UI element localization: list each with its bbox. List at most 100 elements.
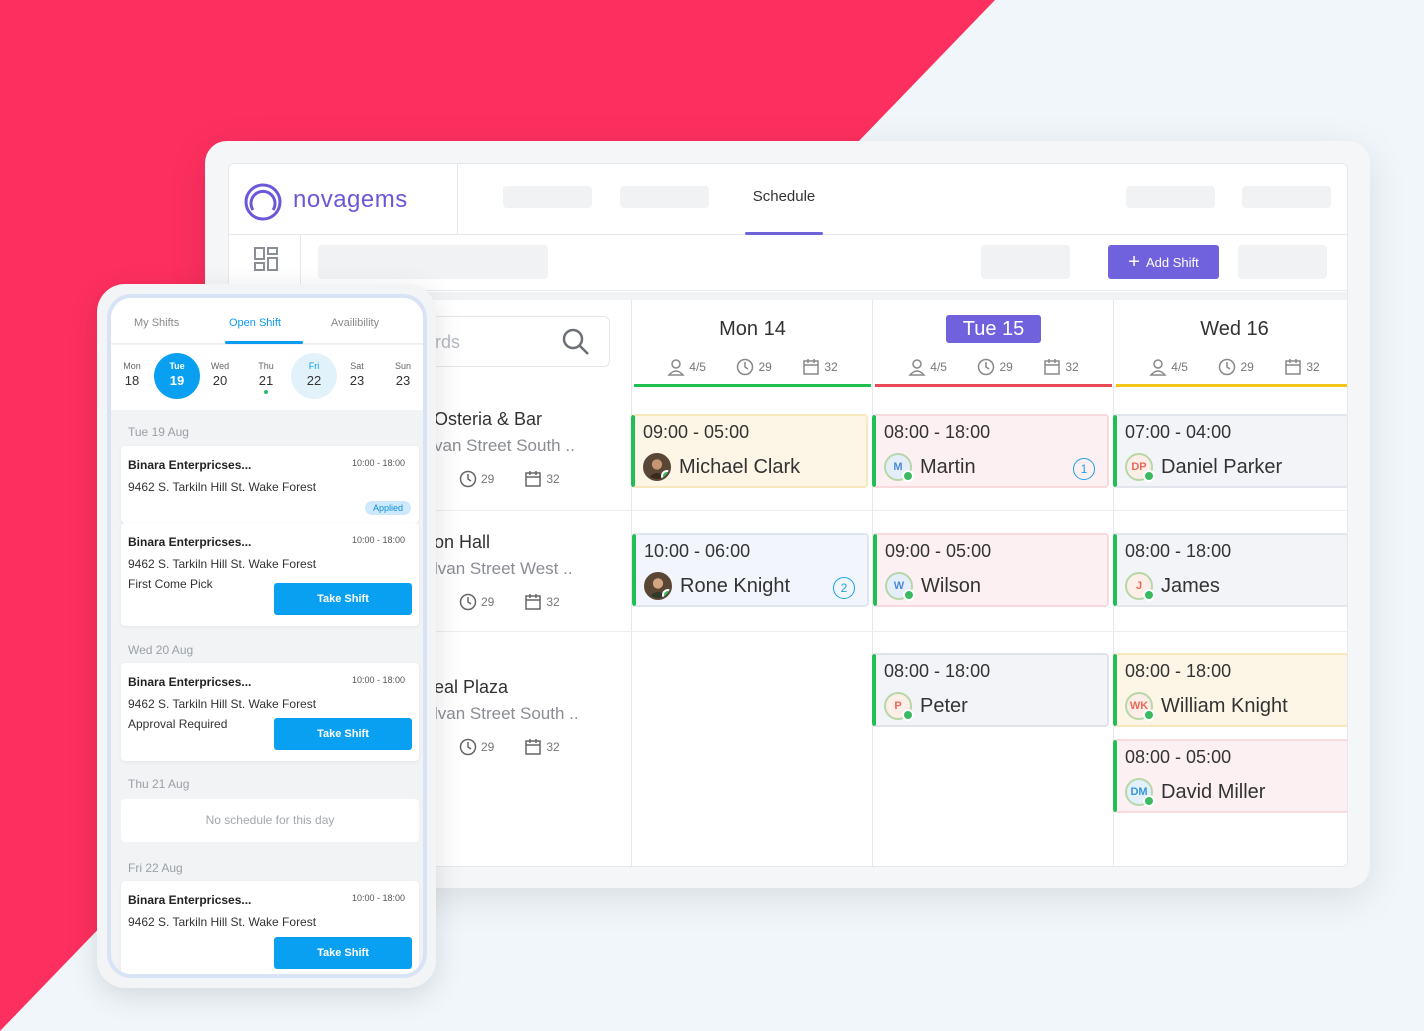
shift-card[interactable]: 09:00 - 05:00 Michael Clark [631, 414, 868, 488]
location-address: lvan Street South .. [434, 704, 579, 723]
week-day[interactable]: Mon 18 [123, 361, 141, 388]
tab-my-shifts[interactable]: My Shifts [134, 317, 180, 329]
day-title: Wed 16 [1200, 318, 1269, 340]
mobile-tabs: My Shifts Open Shift Availibility [111, 298, 423, 344]
shift-card[interactable]: 08:00 - 18:00 P Peter [872, 653, 1109, 727]
tab-availability[interactable]: Availibility [331, 317, 380, 329]
clock-icon [459, 738, 477, 756]
company-name: Binara Enterpricses... [128, 675, 252, 689]
tab-open-shift[interactable]: Open Shift [229, 317, 281, 329]
company-name: Binara Enterpricses... [128, 893, 252, 907]
location-row[interactable]: Osteria & Bar van Street South .. 29 32 [434, 409, 634, 488]
section-date: Wed 20 Aug [128, 643, 194, 657]
clock-icon [978, 358, 995, 376]
shift-card[interactable]: 10:00 - 06:00 Rone Knight 2 [632, 533, 869, 607]
check-icon [1143, 795, 1155, 807]
avatar: M [884, 453, 914, 482]
row-divider [229, 631, 1347, 632]
shift-card[interactable]: Binara Enterpricses... 10:00 - 18:00 946… [121, 523, 419, 626]
view-toggle[interactable] [229, 235, 301, 291]
check-icon [903, 589, 915, 601]
shift-card[interactable]: Binara Enterpricses... 10:00 - 18:00 946… [121, 446, 419, 523]
shift-time: 09:00 - 05:00 [643, 422, 750, 442]
calendar-icon [1044, 359, 1061, 375]
day-header[interactable]: Mon 14 4/5 29 32 [632, 300, 873, 388]
filter-placeholder[interactable] [318, 245, 548, 279]
week-day[interactable]: Wed 20 [210, 361, 230, 388]
shift-time: 08:00 - 18:00 [884, 422, 991, 442]
search-icon[interactable] [561, 327, 591, 357]
calendar-icon [525, 471, 542, 487]
employee-name: Peter [920, 694, 968, 717]
shift-card[interactable]: 07:00 - 04:00 DP Daniel Parker [1113, 414, 1347, 488]
employee-name: Wilson [921, 574, 982, 597]
column-divider [631, 300, 632, 866]
day-stats: 4/5 29 32 [632, 358, 873, 376]
day-stats: 4/5 29 32 [873, 358, 1114, 376]
employee-name: Rone Knight [680, 574, 791, 597]
day-header[interactable]: Wed 16 4/5 29 32 [1114, 300, 1347, 388]
phone-screen: My Shifts Open Shift Availibility Mon 18 … [107, 294, 427, 978]
shift-address: 9462 S. Tarkiln Hill St. Wake Forest [128, 697, 317, 711]
location-address: lvan Street West .. [434, 559, 573, 578]
shift-count-badge[interactable]: 1 [1073, 458, 1095, 480]
avatar: DM [1125, 778, 1155, 807]
week-day[interactable]: Sat 23 [349, 361, 365, 388]
section-date: Fri 22 Aug [128, 861, 183, 875]
header-placeholder-1[interactable] [1126, 186, 1215, 208]
calendar-icon [1285, 359, 1302, 375]
shift-card[interactable]: 08:00 - 05:00 DM David Miller [1113, 739, 1347, 813]
shift-card[interactable]: 08:00 - 18:00 WK William Knight [1113, 653, 1347, 727]
clock-icon [459, 470, 477, 488]
week-day[interactable]: Thu 21 [243, 353, 289, 399]
toolbar-placeholder-1[interactable] [981, 245, 1070, 279]
take-shift-button[interactable]: Take Shift [274, 718, 412, 750]
shift-card[interactable]: Binara Enterpricses... 10:00 - 18:00 946… [121, 881, 419, 974]
check-icon [1143, 589, 1155, 601]
location-name: on Hall [434, 532, 491, 552]
add-shift-label: Add Shift [1145, 254, 1199, 270]
shift-count-badge[interactable]: 2 [833, 577, 855, 599]
shift-note: First Come Pick [128, 577, 213, 591]
shift-card[interactable]: 08:00 - 18:00 M Martin 1 [872, 414, 1109, 488]
event-dot [264, 390, 268, 394]
employee-name: David Miller [1161, 780, 1266, 803]
day-header[interactable]: Tue 15 4/5 29 32 [873, 300, 1114, 388]
take-shift-button[interactable]: Take Shift [274, 937, 412, 969]
search-input[interactable]: rds [435, 332, 461, 352]
tab-schedule[interactable]: Schedule [752, 188, 816, 205]
location-name: Osteria & Bar [434, 409, 543, 429]
shift-time: 10:00 - 18:00 [351, 535, 405, 545]
toolbar-placeholder-2[interactable] [1238, 245, 1327, 279]
location-row[interactable]: eal Plaza lvan Street South .. 29 32 [434, 677, 634, 756]
avatar: DP [1125, 453, 1155, 482]
user-icon [908, 359, 926, 376]
company-name: Binara Enterpricses... [128, 535, 252, 549]
week-day-selected[interactable]: Tue 19 [154, 353, 200, 399]
week-day[interactable]: Sun 23 [394, 361, 411, 388]
week-strip: Mon 18 Tue 19 Wed 20 Thu 21 Fri 22 Sat 23 Sun 2… [111, 345, 423, 410]
take-shift-button[interactable]: Take Shift [274, 583, 412, 615]
add-shift-button[interactable]: + Add Shift [1108, 245, 1219, 279]
search-box[interactable]: rds [424, 316, 610, 367]
shift-time: 10:00 - 06:00 [644, 541, 751, 561]
shift-card[interactable]: Binara Enterpricses... 10:00 - 18:00 946… [121, 663, 419, 761]
shift-card[interactable]: 09:00 - 05:00 W Wilson [873, 533, 1109, 607]
nav-placeholder-2[interactable] [620, 186, 709, 208]
shift-card[interactable]: 08:00 - 18:00 J James [1113, 533, 1347, 607]
check-icon [1143, 709, 1155, 721]
avatar: W [885, 572, 915, 601]
nav-placeholder-1[interactable] [503, 186, 592, 208]
clock-icon [459, 593, 477, 611]
location-row[interactable]: on Hall lvan Street West .. 29 32 [434, 532, 634, 611]
check-icon [902, 709, 914, 721]
employee-name: Martin [920, 455, 976, 478]
shift-time: 10:00 - 18:00 [351, 675, 405, 685]
dashboard-icon [254, 247, 278, 271]
week-day-today[interactable]: Fri 22 [291, 353, 337, 399]
header-placeholder-2[interactable] [1242, 186, 1331, 208]
avatar: P [884, 692, 914, 721]
shift-address: 9462 S. Tarkiln Hill St. Wake Forest [128, 915, 317, 929]
brand[interactable]: novagems [229, 164, 458, 235]
day-status-bar [875, 384, 1112, 387]
